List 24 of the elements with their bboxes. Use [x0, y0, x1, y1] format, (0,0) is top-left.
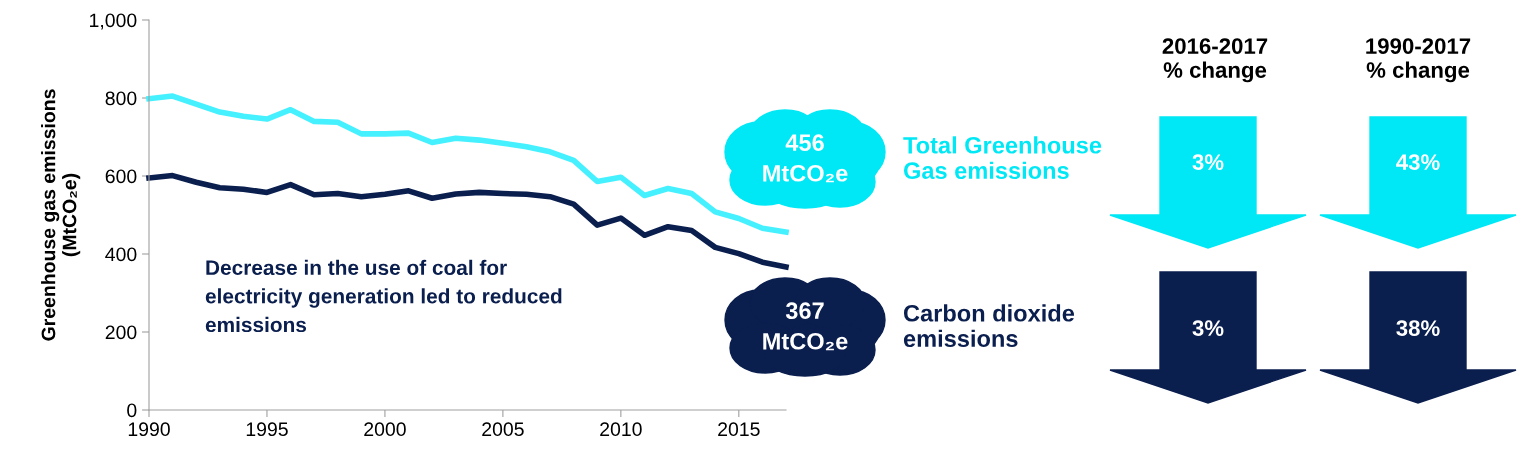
x-tick-label: 1995: [246, 422, 288, 437]
text: 43%: [1396, 154, 1440, 170]
text: 2016-2017 % change: [1162, 38, 1268, 83]
annotation: Decrease in the use of coal for electricity generation led to reduced emissions: [205, 259, 562, 333]
y-tick-label: 200: [105, 325, 137, 340]
x-tick-label: 2005: [482, 422, 524, 437]
y-tick-label: 0: [127, 403, 137, 418]
data-label: 456 MtCO₂e: [763, 134, 848, 183]
x-tick-label: 2015: [718, 422, 760, 437]
text: Total Greenhouse Gas emissions: [903, 136, 1102, 180]
text: 1990-2017 % change: [1366, 38, 1471, 83]
data-label: 367 MtCO₂e: [763, 302, 848, 351]
y-tick-label: 800: [105, 91, 137, 106]
y-tick-label: 1,000: [90, 13, 137, 30]
text: 38%: [1396, 320, 1440, 336]
y-tick-label: 600: [105, 169, 137, 184]
text: Carbon dioxide emissions: [903, 304, 1075, 348]
y-tick-label: 400: [105, 247, 137, 262]
x-tick-label: 2010: [600, 422, 642, 437]
text: 3%: [1192, 320, 1224, 336]
y-axis-title: Greenhouse gas emissions (MtCO₂e): [41, 89, 81, 341]
x-tick-label: 1990: [128, 422, 170, 437]
x-tick-label: 2000: [364, 422, 406, 437]
text: 3%: [1192, 154, 1224, 170]
